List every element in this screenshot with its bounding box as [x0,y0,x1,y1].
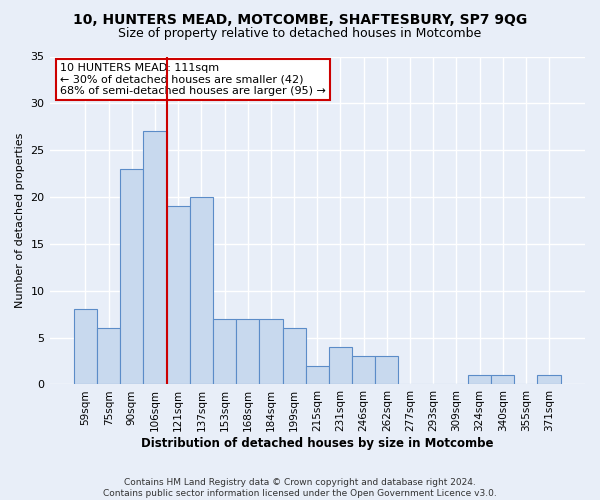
X-axis label: Distribution of detached houses by size in Motcombe: Distribution of detached houses by size … [141,437,494,450]
Bar [305,366,329,384]
Bar [97,328,120,384]
Bar [468,375,491,384]
Bar [491,375,514,384]
Text: 10 HUNTERS MEAD: 111sqm
← 30% of detached houses are smaller (42)
68% of semi-de: 10 HUNTERS MEAD: 111sqm ← 30% of detache… [60,63,326,96]
Bar [329,347,352,385]
Bar [283,328,305,384]
Bar [120,169,143,384]
Text: 10, HUNTERS MEAD, MOTCOMBE, SHAFTESBURY, SP7 9QG: 10, HUNTERS MEAD, MOTCOMBE, SHAFTESBURY,… [73,12,527,26]
Bar [375,356,398,384]
Bar [213,319,236,384]
Text: Size of property relative to detached houses in Motcombe: Size of property relative to detached ho… [118,28,482,40]
Bar [74,310,97,384]
Bar [190,197,213,384]
Bar [538,375,560,384]
Bar [236,319,259,384]
Y-axis label: Number of detached properties: Number of detached properties [15,133,25,308]
Bar [352,356,375,384]
Bar [143,132,167,384]
Text: Contains HM Land Registry data © Crown copyright and database right 2024.
Contai: Contains HM Land Registry data © Crown c… [103,478,497,498]
Bar [259,319,283,384]
Bar [167,206,190,384]
